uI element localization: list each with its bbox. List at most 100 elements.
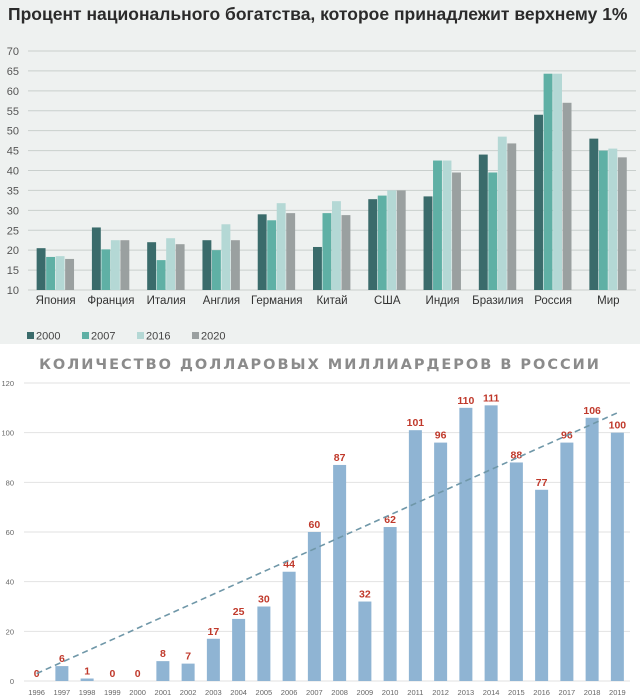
y-tick-label: 15	[7, 265, 19, 277]
y-tick-label: 30	[7, 205, 19, 217]
bar-Япония-2000	[36, 248, 46, 290]
bar-Индия-2016	[442, 160, 452, 290]
data-label: 77	[536, 477, 548, 489]
y-tick-label: 55	[7, 106, 19, 118]
bar-2004	[232, 618, 246, 681]
y-tick-label: 50	[7, 126, 19, 138]
bar-Индия-2007	[433, 160, 442, 290]
billionaires-chart: 0 20 40 60 80 100 120 0 1996 6 1997 1 1998 0 1999 0 2000…	[1, 379, 630, 697]
data-label: 60	[309, 519, 321, 531]
y-tick-label: 20	[6, 627, 14, 636]
x-tick-label: 1999	[104, 688, 121, 697]
y-tick-label: 40	[6, 578, 14, 587]
wealth-share-panel: Процент национального богатства, которое…	[0, 0, 640, 344]
bar-Англия-2020	[230, 240, 240, 290]
x-tick-label: 1996	[28, 688, 45, 697]
category-label: Индия	[426, 295, 460, 307]
x-tick-label: 2015	[508, 688, 525, 697]
x-tick-label: 2008	[331, 688, 348, 697]
y-tick-label: 65	[7, 66, 19, 78]
data-label: 0	[135, 668, 141, 680]
y-tick-label: 10	[7, 285, 19, 297]
x-tick-label: 2001	[155, 688, 172, 697]
bar-Китай-2020	[341, 215, 351, 290]
bar-2005	[257, 606, 271, 681]
bar-Италия-2016	[166, 238, 176, 290]
bar-Мир-2007	[598, 150, 608, 290]
bar-Италия-2007	[156, 260, 166, 290]
data-label: 25	[233, 606, 245, 618]
bar-1997	[55, 666, 69, 681]
bar-Италия-2000	[147, 242, 157, 290]
data-label: 100	[609, 420, 627, 432]
data-label: 101	[407, 417, 425, 429]
bar-США-2000	[368, 199, 378, 290]
legend-swatch-2016	[137, 332, 144, 339]
bar-2007	[307, 532, 321, 681]
bar-Германия-2007	[267, 220, 277, 290]
x-tick-label: 2011	[407, 688, 423, 697]
bar-Китай-2007	[322, 213, 332, 290]
data-label: 44	[283, 559, 295, 571]
x-tick-label: 2018	[584, 688, 601, 697]
wealth-chart: 10 15 20 25 30 35 40 45 50 55 60 65 70 Япония Франция И…	[7, 46, 636, 343]
x-tick-label: 2003	[205, 688, 222, 697]
legend-label: 2000	[36, 331, 60, 343]
bar-2015	[509, 462, 523, 681]
bar-2008	[333, 464, 347, 681]
bar-Англия-2007	[211, 250, 221, 290]
data-label: 30	[258, 594, 270, 606]
data-label: 96	[435, 430, 447, 442]
bar-Россия-2007	[543, 73, 553, 290]
y-tick-label: 120	[1, 379, 14, 388]
bar-2018	[585, 417, 599, 681]
bar-Бразилия-2000	[478, 154, 488, 290]
bar-Франция-2000	[91, 227, 101, 290]
data-label: 8	[160, 648, 166, 660]
bar-Германия-2020	[286, 213, 296, 290]
category-label: США	[374, 295, 401, 307]
data-label: 87	[334, 452, 346, 464]
legend-swatch-2000	[27, 332, 34, 339]
bar-2019	[610, 432, 624, 681]
data-label: 110	[457, 395, 474, 407]
bar-Япония-2016	[55, 256, 65, 290]
y-tick-label: 100	[1, 429, 14, 438]
x-tick-label: 1998	[79, 688, 96, 697]
bar-Германия-2000	[257, 214, 267, 290]
legend-label: 2007	[91, 331, 115, 343]
x-tick-label: 2017	[559, 688, 576, 697]
bar-2002	[181, 663, 195, 681]
data-label: 0	[34, 668, 40, 680]
x-tick-label: 2005	[256, 688, 273, 697]
x-tick-label: 2014	[483, 688, 500, 697]
data-label: 17	[208, 626, 220, 638]
x-tick-label: 2002	[180, 688, 197, 697]
bar-США-2020	[396, 190, 406, 290]
bar-2001	[156, 661, 170, 681]
bar-Индия-2020	[452, 172, 461, 290]
category-label: Бразилия	[472, 295, 523, 307]
data-label: 106	[583, 405, 601, 417]
category-label: Япония	[36, 295, 76, 307]
bar-Англия-2000	[202, 240, 212, 290]
bar-Индия-2000	[423, 196, 433, 290]
bar-2006	[282, 571, 296, 681]
x-tick-label: 2009	[357, 688, 374, 697]
y-tick-label: 60	[7, 86, 19, 98]
bar-2013	[459, 407, 473, 681]
bar-Германия-2016	[276, 203, 286, 290]
y-tick-label: 45	[7, 146, 19, 158]
x-tick-label: 2012	[432, 688, 449, 697]
bar-2014	[484, 405, 498, 681]
x-tick-label: 2013	[458, 688, 475, 697]
bar-Франция-2007	[101, 249, 111, 290]
wealth-chart-title: Процент национального богатства, которое…	[8, 4, 628, 24]
y-tick-label: 20	[7, 245, 19, 257]
billionaires-panel: КОЛИЧЕСТВО ДОЛЛАРОВЫХ МИЛЛИАРДЕРОВ В РОС…	[0, 346, 640, 699]
category-label: Англия	[203, 295, 240, 307]
y-tick-label: 60	[6, 528, 14, 537]
bar-Мир-2000	[589, 138, 599, 290]
category-label: Китай	[316, 295, 347, 307]
category-label: Италия	[147, 295, 186, 307]
